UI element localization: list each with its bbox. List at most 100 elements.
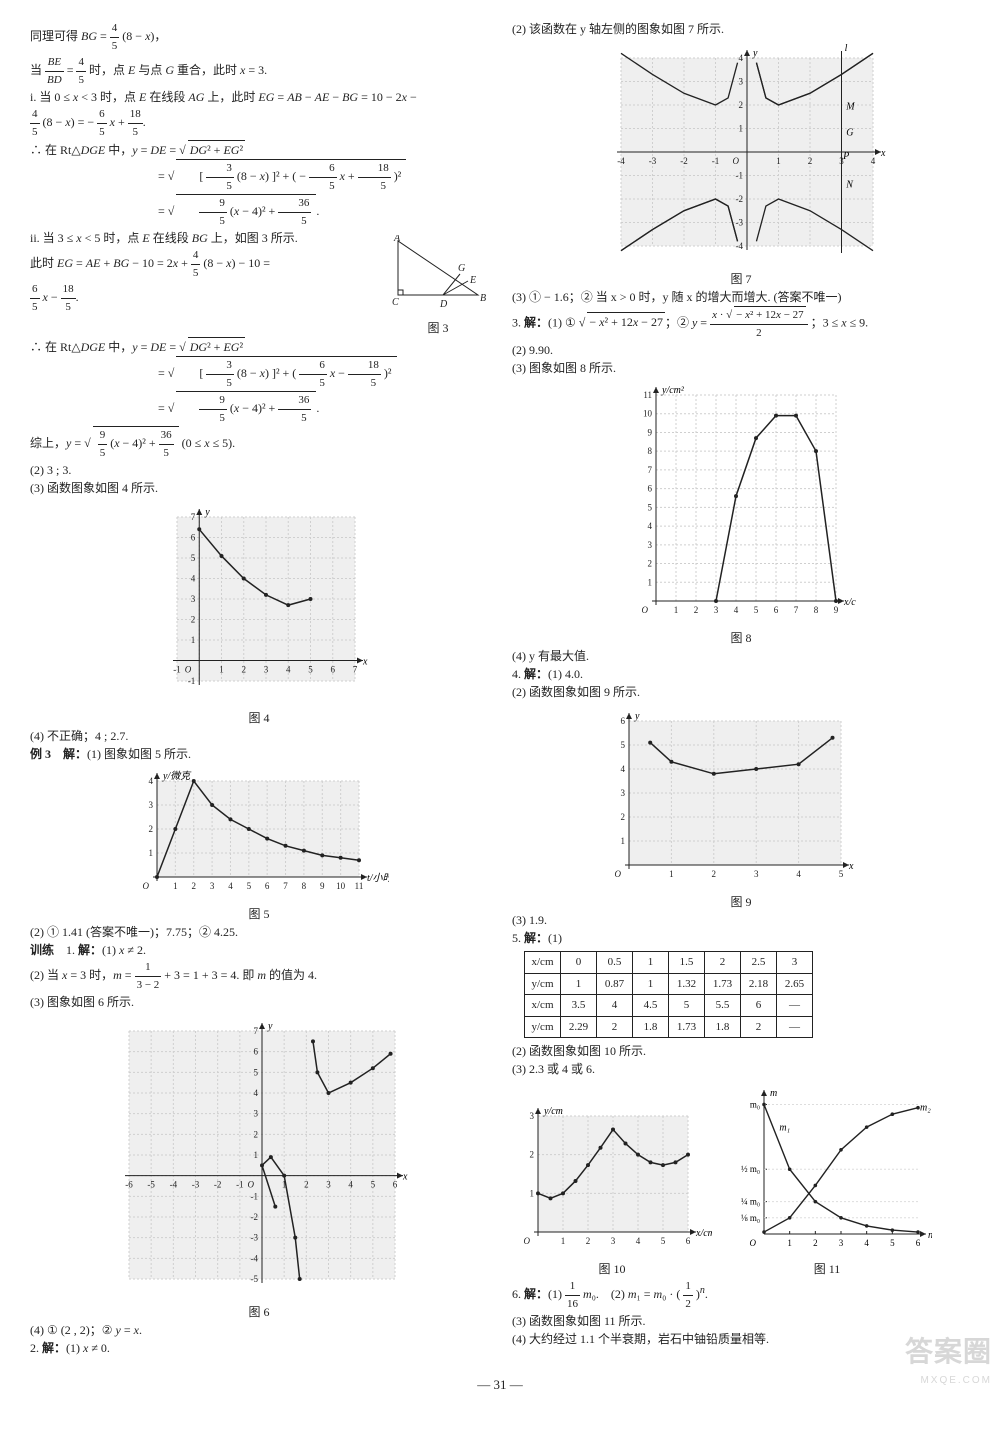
svg-text:1: 1: [787, 1238, 792, 1248]
svg-text:½ m₀: ½ m₀: [741, 1164, 760, 1174]
svg-text:3: 3: [530, 1111, 535, 1121]
svg-text:-1: -1: [251, 1191, 259, 1201]
line: 5. 解：(1): [512, 929, 970, 947]
svg-text:1: 1: [739, 124, 744, 134]
svg-text:7: 7: [353, 665, 358, 675]
line: = √ 95 (x − 4)² + 365 .: [140, 391, 488, 426]
svg-text:B: B: [480, 293, 486, 304]
fig4-caption: 图 4: [30, 709, 488, 727]
svg-text:y: y: [634, 711, 640, 722]
svg-text:-1: -1: [173, 665, 181, 675]
svg-text:x: x: [848, 861, 854, 872]
svg-text:4: 4: [254, 1088, 259, 1098]
svg-text:m₂: m₂: [920, 1103, 931, 1114]
svg-text:¼ m₀: ¼ m₀: [741, 1197, 760, 1207]
line: 此时 EG = AE + BG − 10 = 2x + 45 (8 − x) −…: [30, 247, 382, 281]
watermark-text: 答案圈: [905, 1331, 992, 1373]
figure-10: 123456123Ox/cmy/cm 图 10: [512, 1098, 712, 1278]
svg-text:x/cm: x/cm: [843, 597, 856, 608]
fig10-caption: 图 10: [512, 1260, 712, 1278]
page: 同理可得 BG = 45 (8 − x)， 当 BEBD = 45 时，点 E …: [30, 20, 970, 1357]
svg-text:-2: -2: [251, 1212, 259, 1222]
svg-text:8: 8: [814, 605, 819, 615]
svg-text:-1: -1: [712, 156, 720, 166]
svg-text:9: 9: [320, 881, 325, 891]
svg-text:2: 2: [808, 156, 813, 166]
svg-text:6: 6: [774, 605, 779, 615]
svg-text:G: G: [846, 128, 853, 139]
line: 同理可得 BG = 45 (8 − x)，: [30, 20, 488, 54]
svg-text:5: 5: [247, 881, 252, 891]
svg-text:1: 1: [173, 881, 178, 891]
line: (3) 图象如图 6 所示.: [30, 993, 488, 1011]
svg-text:4: 4: [864, 1238, 869, 1248]
svg-text:6: 6: [621, 716, 626, 726]
svg-text:x: x: [362, 657, 368, 668]
line: (2) 3 ; 3.: [30, 461, 488, 479]
svg-text:2: 2: [586, 1236, 591, 1246]
svg-text:E: E: [469, 275, 476, 286]
svg-text:D: D: [439, 299, 448, 310]
svg-text:-2: -2: [680, 156, 688, 166]
svg-text:O: O: [642, 605, 649, 615]
line: ∴ 在 Rt△DGE 中，y = DE = √DG² + EG²: [30, 140, 488, 159]
svg-text:O: O: [185, 665, 192, 675]
svg-text:1: 1: [621, 836, 626, 846]
svg-text:5: 5: [754, 605, 759, 615]
line: (3) ① − 1.6；② 当 x > 0 时，y 随 x 的增大而增大. (答…: [512, 288, 970, 306]
svg-text:3: 3: [149, 800, 154, 810]
svg-text:4: 4: [739, 53, 744, 63]
line: (4) ① (2 , 2)；② y = x.: [30, 1321, 488, 1339]
svg-text:6: 6: [265, 881, 270, 891]
svg-text:7: 7: [283, 881, 288, 891]
svg-text:-4: -4: [251, 1253, 259, 1263]
svg-text:t/小时: t/小时: [367, 872, 389, 884]
line: 综上，y = √ 95 (x − 4)² + 365 (0 ≤ x ≤ 5).: [30, 426, 488, 461]
svg-text:y: y: [267, 1021, 273, 1032]
svg-text:m: m: [770, 1088, 777, 1099]
svg-text:y/cm²: y/cm²: [661, 385, 685, 396]
svg-text:O: O: [615, 869, 622, 879]
svg-text:G: G: [458, 263, 465, 274]
svg-text:4: 4: [796, 869, 801, 879]
svg-text:3: 3: [210, 881, 215, 891]
line: (3) 函数图象如图 11 所示.: [512, 1312, 970, 1330]
svg-text:5: 5: [648, 502, 653, 512]
line: (4) y 有最大值.: [512, 647, 970, 665]
svg-text:2: 2: [254, 1129, 259, 1139]
svg-text:1: 1: [561, 1236, 566, 1246]
svg-text:6: 6: [648, 484, 653, 494]
svg-text:2: 2: [648, 559, 653, 569]
svg-text:O: O: [733, 156, 740, 166]
svg-text:5: 5: [308, 665, 313, 675]
svg-text:M: M: [845, 102, 855, 113]
fig5-caption: 图 5: [30, 905, 488, 923]
svg-text:4: 4: [228, 881, 233, 891]
svg-text:6: 6: [191, 533, 196, 543]
svg-text:3: 3: [191, 594, 196, 604]
svg-text:1: 1: [254, 1150, 259, 1160]
fig6-caption: 图 6: [30, 1303, 488, 1321]
svg-text:1: 1: [191, 635, 196, 645]
line: 2. 解：(1) x ≠ 0.: [30, 1339, 488, 1357]
watermark: 答案圈 MXQE.COM: [905, 1331, 992, 1388]
fig7-caption: 图 7: [512, 270, 970, 288]
svg-text:5: 5: [621, 740, 626, 750]
data-table: x/cm00.511.522.53y/cm10.8711.321.732.182…: [524, 951, 813, 1038]
figure-11: 123456m₀½ m₀¼ m₀⅛ m₀Onmm₁m₂ 图 11: [722, 1078, 932, 1278]
svg-text:2: 2: [191, 615, 196, 625]
svg-text:1: 1: [669, 869, 674, 879]
svg-text:2: 2: [813, 1238, 818, 1248]
line: (3) 函数图象如图 4 所示.: [30, 479, 488, 497]
fig8-caption: 图 8: [512, 629, 970, 647]
svg-text:-4: -4: [736, 241, 744, 251]
svg-text:-2: -2: [736, 194, 744, 204]
svg-text:10: 10: [643, 409, 653, 419]
svg-text:-3: -3: [736, 218, 744, 228]
line: (2) 当 x = 3 时，m = 13 − 2 + 3 = 1 + 3 = 4…: [30, 959, 488, 993]
svg-text:-6: -6: [125, 1180, 133, 1190]
svg-text:7: 7: [794, 605, 799, 615]
svg-text:6: 6: [254, 1047, 259, 1057]
line: ii. 当 3 ≤ x < 5 时，点 E 在线段 BG 上，如图 3 所示.: [30, 229, 382, 247]
svg-text:7: 7: [648, 465, 653, 475]
